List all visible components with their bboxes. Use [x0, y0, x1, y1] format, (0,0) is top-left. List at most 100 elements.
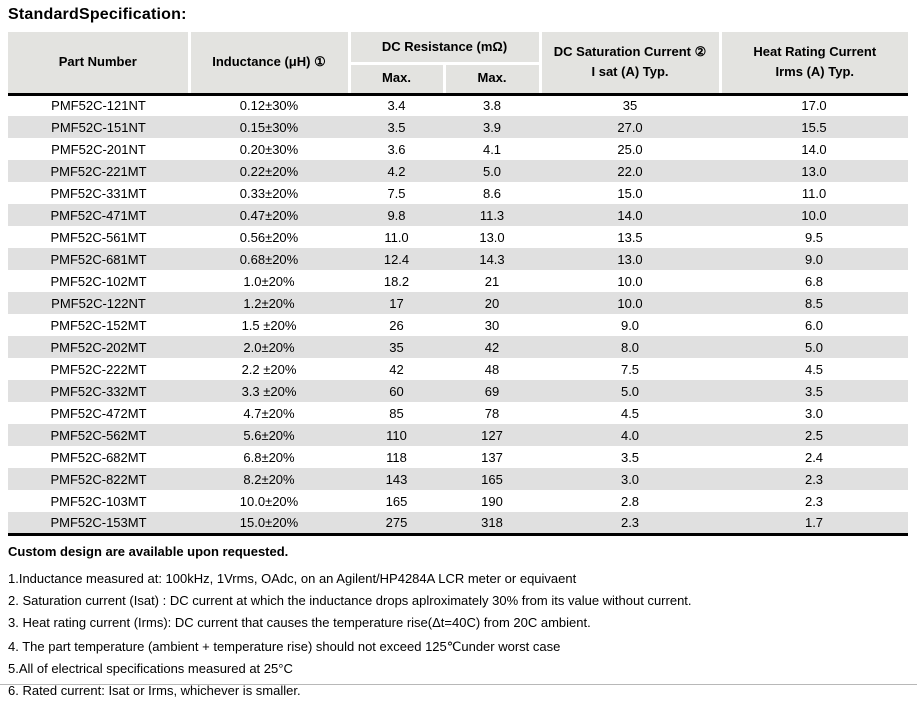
cell-inductance: 8.2±20% — [243, 471, 295, 487]
cell-dcr-max-1: 85 — [389, 405, 404, 421]
cell-dcr-max-1: 110 — [386, 427, 407, 443]
cell-dcr-max-1: 60 — [389, 383, 404, 399]
cell-irms: 14.0 — [801, 141, 827, 157]
cell-irms: 3.0 — [804, 405, 824, 421]
table-row: PMF52C-121NT 0.12±30% 3.4 3.8 35 17.0 — [8, 94, 908, 116]
header-dcr-max-1: Max. — [349, 63, 446, 96]
cell-dcr-max-2: 21 — [484, 273, 500, 289]
cell-part-number: PMF52C-222MT — [50, 361, 147, 377]
cell-isat: 5.0 — [620, 383, 640, 399]
header-heat-sub: Irms (A) Typ. — [775, 64, 855, 80]
cell-isat: 2.8 — [620, 493, 640, 509]
cell-dcr-max-2: 3.8 — [482, 98, 502, 114]
table-row: PMF52C-151NT 0.15±30% 3.5 3.9 27.0 15.5 — [8, 116, 909, 138]
footnote-4: 4. The part temperature (ambient + tempe… — [8, 638, 561, 654]
cell-inductance: 0.47±20% — [239, 207, 299, 223]
cell-irms: 6.8 — [804, 273, 824, 289]
cell-irms: 9.5 — [804, 229, 824, 245]
cell-irms: 10.0 — [801, 207, 827, 223]
footnote-3: 3. Heat rating current (Irms): DC curren… — [8, 614, 591, 630]
table-row: PMF52C-472MT 4.7±20% 85 78 4.5 3.0 — [8, 402, 908, 424]
table-row: PMF52C-332MT 3.3 ±20% 60 69 5.0 3.5 — [8, 380, 909, 402]
table-row: PMF52C-222MT 2.2 ±20% 42 48 7.5 4.5 — [8, 358, 908, 380]
cell-dcr-max-1: 165 — [385, 493, 408, 509]
table-row: PMF52C-331MT 0.33±20% 7.5 8.6 15.0 11.0 — [8, 182, 908, 204]
header-saturation-sub: I sat (A) Typ. — [591, 64, 669, 80]
cell-dcr-max-2: 14.3 — [479, 251, 505, 267]
cell-dcr-max-2: 137 — [481, 449, 503, 465]
cell-isat: 27.0 — [617, 119, 643, 135]
cell-dcr-max-2: 3.9 — [482, 119, 502, 135]
cell-part-number: PMF52C-332MT — [50, 383, 147, 399]
header-dcr-max-2: Max. — [444, 63, 541, 96]
cell-dcr-max-1: 26 — [389, 317, 404, 333]
table-row: PMF52C-103MT 10.0±20% 165 190 2.8 2.3 — [8, 490, 908, 512]
cell-part-number: PMF52C-682MT — [50, 449, 147, 465]
cell-dcr-max-2: 8.6 — [482, 185, 502, 201]
table-row: PMF52C-202MT 2.0±20% 35 42 8.0 5.0 — [8, 336, 909, 358]
header-dc-resistance: DC Resistance (mΩ) — [349, 32, 542, 65]
header-heat-title: Heat Rating Current — [753, 44, 877, 60]
header-saturation-current: DC Saturation Current ② I sat (A) Typ. — [538, 32, 722, 96]
cell-inductance: 0.22±20% — [239, 163, 299, 179]
cell-isat: 25.0 — [617, 141, 643, 157]
cell-irms: 1.7 — [720, 512, 909, 536]
cell-dcr-max-2: 69 — [484, 383, 500, 399]
cell-dcr-max-2: 48 — [484, 361, 500, 377]
cell-dcr-max-1: 17 — [389, 295, 404, 311]
cell-isat: 10.0 — [617, 295, 643, 311]
header-inductance: Inductance (μH) ① — [189, 32, 351, 96]
specification-table: Part Number Inductance (μH) ① DC Resista… — [8, 32, 909, 536]
page-edge-divider — [0, 684, 917, 685]
cell-dcr-max-1: 9.8 — [387, 207, 406, 223]
custom-design-note: Custom design are available upon request… — [8, 543, 289, 559]
cell-dcr-max-2: 190 — [481, 493, 503, 509]
cell-part-number: PMF52C-152MT — [50, 317, 147, 333]
cell-dcr-max-1: 18.2 — [383, 273, 410, 289]
cell-part-number: PMF52C-151NT — [51, 119, 146, 135]
cell-dcr-max-1: 7.5 — [387, 185, 406, 201]
cell-inductance: 5.6±20% — [243, 427, 295, 443]
spec-table-body: PMF52C-121NT 0.12±30% 3.4 3.8 35 17.0 PM… — [8, 94, 909, 536]
table-row: PMF52C-561MT 0.56±20% 11.0 13.0 13.5 9.5 — [8, 226, 908, 248]
cell-irms: 17.0 — [801, 98, 827, 114]
cell-part-number: PMF52C-331MT — [50, 185, 147, 201]
cell-isat: 13.5 — [617, 229, 643, 245]
cell-dcr-max-1: 118 — [386, 449, 407, 465]
cell-dcr-max-1: 275 — [349, 512, 444, 536]
cell-isat: 8.0 — [620, 339, 640, 355]
cell-dcr-max-1: 42 — [389, 361, 404, 377]
cell-inductance: 4.7±20% — [243, 405, 295, 421]
cell-irms: 5.0 — [804, 339, 824, 355]
cell-inductance: 0.12±30% — [239, 98, 299, 114]
table-row: PMF52C-122NT 1.2±20% 17 20 10.0 8.5 — [8, 292, 909, 314]
cell-part-number: PMF52C-822MT — [50, 471, 147, 487]
cell-irms: 13.0 — [801, 163, 827, 179]
cell-inductance: 0.15±30% — [239, 119, 299, 135]
footnote-6: 6. Rated current: Isat or Irms, whicheve… — [8, 682, 301, 698]
footnote-2: 2. Saturation current (Isat) : DC curren… — [8, 592, 692, 608]
page-title: StandardSpecification: — [8, 6, 187, 23]
cell-dcr-max-1: 3.4 — [387, 98, 406, 114]
cell-dcr-max-2: 13.0 — [479, 229, 505, 245]
cell-inductance: 1.5 ±20% — [241, 317, 297, 333]
header-part-number: Part Number — [8, 32, 191, 96]
cell-irms: 3.5 — [804, 383, 824, 399]
cell-dcr-max-2: 78 — [484, 405, 500, 421]
cell-inductance: 0.33±20% — [239, 185, 299, 201]
cell-dcr-max-2: 5.0 — [482, 163, 502, 179]
cell-isat: 7.5 — [620, 361, 640, 377]
cell-dcr-max-2: 165 — [481, 471, 503, 487]
cell-irms: 2.5 — [804, 427, 824, 443]
cell-part-number: PMF52C-153MT — [8, 512, 189, 536]
cell-irms: 15.5 — [801, 119, 827, 135]
cell-dcr-max-1: 11.0 — [384, 229, 409, 245]
cell-inductance: 2.0±20% — [243, 339, 295, 355]
cell-irms: 2.4 — [804, 449, 824, 465]
cell-inductance: 2.2 ±20% — [241, 361, 297, 377]
cell-dcr-max-2: 11.3 — [479, 207, 505, 223]
cell-irms: 4.5 — [804, 361, 824, 377]
cell-isat: 4.0 — [620, 427, 640, 443]
cell-dcr-max-1: 3.5 — [387, 119, 406, 135]
cell-dcr-max-1: 3.6 — [387, 141, 406, 157]
